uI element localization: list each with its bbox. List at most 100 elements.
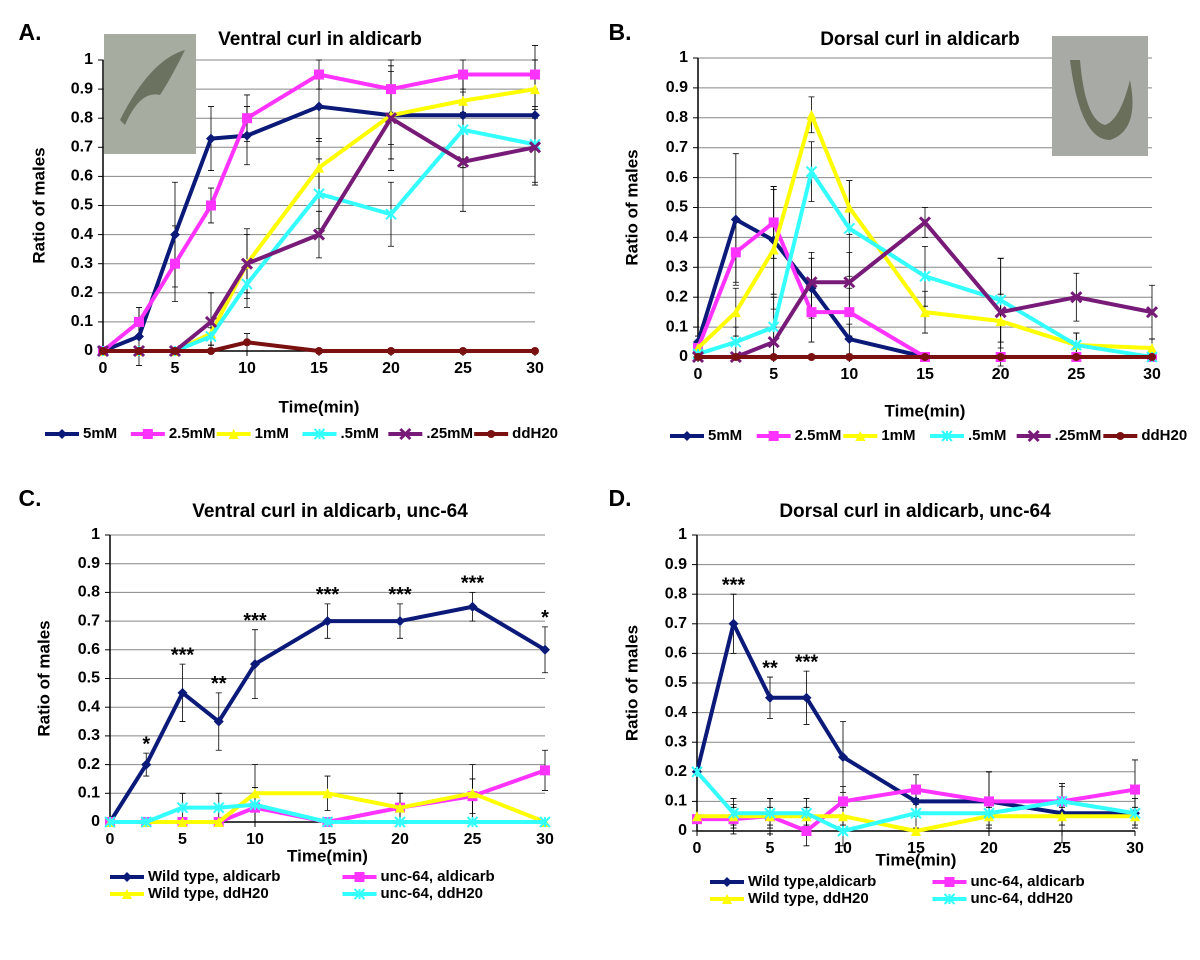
y-tick-label: 0.8 bbox=[71, 109, 93, 126]
x-tick-label: 20 bbox=[992, 366, 1010, 383]
marker bbox=[213, 801, 225, 814]
marker bbox=[855, 431, 866, 441]
marker bbox=[767, 321, 780, 333]
y-tick-label: 0.7 bbox=[665, 615, 687, 632]
marker bbox=[528, 141, 542, 154]
x-tick-label: 10 bbox=[840, 366, 858, 383]
legend-label: unc-64, aldicarb bbox=[381, 868, 495, 885]
chart-title: Ventral curl in aldicarb bbox=[218, 29, 422, 50]
marker bbox=[911, 796, 921, 807]
y-tick-label: 0 bbox=[679, 348, 688, 365]
panel-label: D. bbox=[609, 485, 632, 511]
legend-label: 5mM bbox=[83, 425, 117, 442]
marker bbox=[458, 110, 468, 121]
x-axis-label: Time(min) bbox=[876, 850, 957, 869]
y-tick-label: 0.9 bbox=[78, 555, 100, 572]
marker bbox=[806, 307, 817, 318]
x-tick-label: 10 bbox=[246, 831, 264, 848]
y-tick-label: 0.2 bbox=[666, 288, 688, 305]
marker bbox=[539, 816, 551, 828]
y-axis-label: Ratio of males bbox=[622, 625, 641, 741]
x-tick-label: 15 bbox=[907, 840, 925, 857]
marker bbox=[682, 431, 692, 441]
y-tick-label: 0.6 bbox=[78, 641, 100, 658]
legend-label: Wild type, ddH20 bbox=[748, 890, 869, 907]
legend-label: .25mM bbox=[1055, 427, 1102, 444]
x-tick-label: 5 bbox=[178, 831, 187, 848]
x-tick-label: 25 bbox=[1053, 840, 1071, 857]
marker bbox=[768, 217, 779, 228]
marker bbox=[943, 893, 956, 905]
significance-label: *** bbox=[316, 584, 340, 606]
marker bbox=[243, 338, 251, 347]
significance-label: *** bbox=[461, 573, 485, 595]
legend-label: ddH20 bbox=[512, 425, 558, 442]
marker bbox=[1070, 339, 1083, 351]
marker bbox=[312, 228, 326, 241]
y-tick-label: 1 bbox=[678, 526, 687, 543]
marker bbox=[994, 306, 1007, 319]
marker bbox=[141, 759, 152, 770]
marker bbox=[530, 110, 540, 121]
marker bbox=[322, 788, 333, 799]
marker bbox=[207, 347, 215, 355]
marker bbox=[540, 765, 550, 776]
marker bbox=[1116, 432, 1125, 440]
y-tick-label: 0.3 bbox=[71, 255, 93, 272]
y-tick-label: 0.1 bbox=[71, 313, 93, 330]
significance-label: *** bbox=[795, 651, 819, 673]
marker bbox=[730, 247, 741, 258]
y-tick-label: 0.5 bbox=[665, 674, 687, 691]
marker bbox=[170, 258, 180, 269]
marker bbox=[692, 811, 702, 822]
inset-photo bbox=[104, 34, 196, 154]
marker bbox=[134, 316, 144, 327]
marker bbox=[722, 894, 732, 904]
marker bbox=[1027, 429, 1040, 443]
marker bbox=[321, 816, 334, 828]
y-tick-label: 0.4 bbox=[666, 229, 688, 246]
x-tick-label: 30 bbox=[1143, 366, 1161, 383]
marker bbox=[385, 208, 397, 220]
legend-label: unc-64, ddH20 bbox=[381, 885, 484, 902]
x-tick-label: 20 bbox=[391, 831, 409, 848]
y-tick-label: 0 bbox=[91, 813, 100, 830]
y-tick-label: 0.1 bbox=[78, 785, 100, 802]
y-axis-label: Ratio of males bbox=[622, 149, 641, 265]
x-tick-label: 15 bbox=[916, 366, 934, 383]
marker bbox=[241, 278, 253, 290]
marker bbox=[353, 888, 366, 900]
x-tick-label: 25 bbox=[464, 831, 482, 848]
marker bbox=[176, 801, 189, 814]
marker bbox=[994, 294, 1007, 306]
marker bbox=[242, 130, 252, 141]
marker bbox=[250, 788, 260, 799]
marker bbox=[467, 788, 478, 799]
marker bbox=[764, 807, 776, 819]
marker bbox=[1145, 306, 1159, 319]
marker bbox=[531, 347, 539, 355]
significance-label: * bbox=[541, 607, 549, 629]
y-tick-label: 0.4 bbox=[71, 226, 93, 243]
y-tick-label: 0.3 bbox=[78, 727, 100, 744]
legend-label: 5mM bbox=[708, 427, 742, 444]
marker bbox=[122, 889, 132, 899]
x-tick-label: 5 bbox=[766, 840, 775, 857]
marker bbox=[457, 124, 469, 136]
marker bbox=[730, 336, 742, 348]
y-tick-label: 0.6 bbox=[71, 168, 93, 185]
marker bbox=[395, 616, 405, 627]
y-tick-label: 0.3 bbox=[666, 259, 688, 276]
x-tick-label: 10 bbox=[238, 360, 256, 377]
y-tick-label: 0.8 bbox=[665, 585, 687, 602]
marker bbox=[996, 353, 1005, 361]
x-tick-label: 30 bbox=[526, 360, 544, 377]
marker bbox=[313, 188, 325, 200]
y-tick-label: 1 bbox=[679, 49, 688, 66]
marker bbox=[805, 276, 818, 289]
marker bbox=[140, 816, 152, 828]
marker bbox=[1148, 353, 1156, 361]
marker bbox=[242, 113, 252, 124]
marker bbox=[805, 165, 818, 178]
